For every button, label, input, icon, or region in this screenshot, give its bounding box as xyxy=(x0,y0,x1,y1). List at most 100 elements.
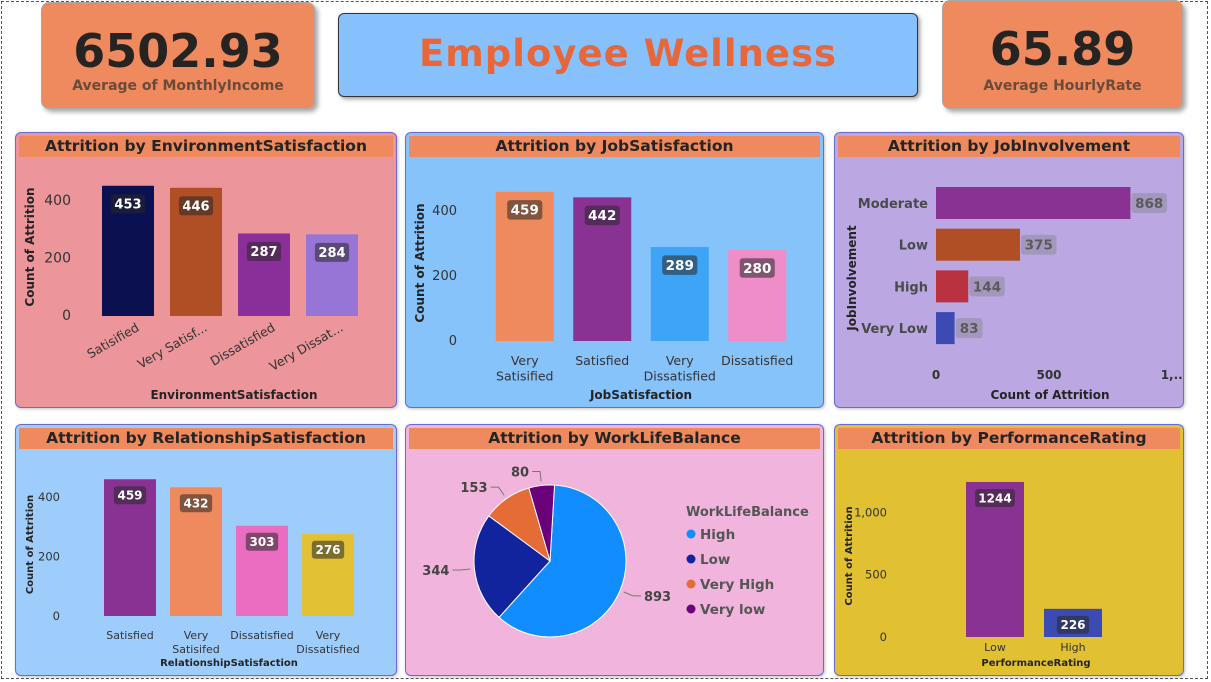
y-tick-label: 200 xyxy=(44,251,71,267)
bar xyxy=(936,270,969,303)
y-axis-label: Count of Attrition xyxy=(844,506,855,605)
y-axis-label: JobInvolvement xyxy=(845,225,859,332)
x-tick-label: Satisfied xyxy=(575,353,629,368)
chart-panel-performance-rating[interactable]: Attrition by PerformanceRating 0 500 1,000… xyxy=(834,424,1184,676)
dashboard-title-box: Employee Wellness xyxy=(338,13,918,97)
data-label: 289 xyxy=(666,258,694,274)
chart-panel-job-involvement[interactable]: Attrition by JobInvolvement Moderate 868 L… xyxy=(834,132,1184,408)
data-label: 893 xyxy=(644,590,671,605)
x-tick-label: Very xyxy=(666,353,694,368)
data-label-bg xyxy=(1021,234,1057,255)
legend-entry: High xyxy=(700,527,735,543)
data-label-bg xyxy=(311,540,345,559)
kpi-card-hourly-rate[interactable]: 65.89 Average HourlyRate xyxy=(942,0,1183,109)
data-label: 459 xyxy=(511,203,539,219)
x-axis-label: EnvironmentSatisfaction xyxy=(150,388,317,402)
data-label: 287 xyxy=(250,245,277,260)
y-tick-label: Moderate xyxy=(858,197,928,212)
y-tick-label: 400 xyxy=(432,204,457,219)
bar xyxy=(936,228,1020,261)
pie-leader-line xyxy=(623,591,641,597)
x-tick-label: Dissatisfied xyxy=(644,369,716,384)
chart-panel-environment-satisfaction[interactable]: Attrition by EnvironmentSatisfaction 0 20… xyxy=(15,132,397,408)
data-label: 80 xyxy=(511,466,529,481)
data-label-bg xyxy=(113,486,147,505)
y-tick-label: 500 xyxy=(865,568,887,582)
data-label: 1244 xyxy=(978,491,1011,505)
x-tick-label: Very xyxy=(184,629,209,642)
data-label-bg xyxy=(1131,193,1167,213)
y-tick-label: 0 xyxy=(880,630,887,644)
pie-leader-line xyxy=(452,568,471,571)
data-label-bg xyxy=(314,242,350,262)
chart-title: Attrition by JobSatisfaction xyxy=(409,136,820,157)
kpi-label: Average of MonthlyIncome xyxy=(72,78,284,94)
data-label-bg xyxy=(1056,615,1090,634)
pie-leader-line xyxy=(490,486,505,496)
chart-title: Attrition by EnvironmentSatisfaction xyxy=(19,136,393,157)
data-label-bg xyxy=(739,258,775,278)
kpi-value: 6502.93 xyxy=(73,24,283,78)
chart-job-involvement: Moderate 868 Low 375 High 144 Very Low 83 0 500 1,… xyxy=(845,187,1183,402)
data-label: 453 xyxy=(114,197,141,212)
data-label: 144 xyxy=(973,279,1001,295)
x-tick-label: Very Dissat... xyxy=(267,320,346,374)
x-tick-label: Very Satisf... xyxy=(135,320,210,372)
bar xyxy=(936,312,955,345)
data-label: 276 xyxy=(315,543,340,557)
data-label: 446 xyxy=(182,199,209,214)
data-label-bg xyxy=(662,255,698,275)
chart-title: Attrition by JobInvolvement xyxy=(838,136,1180,157)
y-axis-label: Count of Attrition xyxy=(413,203,427,322)
data-label: 83 xyxy=(960,321,979,337)
chart-title: Attrition by RelationshipSatisfaction xyxy=(19,428,393,449)
y-axis-label: Count of Attrition xyxy=(25,495,36,594)
kpi-label: Average HourlyRate xyxy=(983,78,1142,94)
y-tick-label: 200 xyxy=(432,269,457,284)
data-label-bg xyxy=(110,194,146,214)
x-tick-label: Satisfied xyxy=(106,629,154,642)
data-label: 344 xyxy=(422,564,449,579)
data-label-bg xyxy=(179,494,213,513)
chart-panel-work-life-balance[interactable]: Attrition by WorkLifeBalance 893 344 153 80… xyxy=(405,424,824,676)
y-tick-label: 0 xyxy=(53,609,60,623)
chart-title: Attrition by PerformanceRating xyxy=(838,428,1180,449)
data-label: 868 xyxy=(1135,196,1163,212)
x-tick-label: 0 xyxy=(932,368,940,382)
legend-entry: Very High xyxy=(700,577,774,593)
pie-slice xyxy=(473,515,551,619)
x-tick-label: Satisifed xyxy=(172,643,220,656)
legend-marker xyxy=(686,554,696,564)
x-tick-label: Dissatisfied xyxy=(230,629,294,642)
data-label: 226 xyxy=(1060,618,1085,632)
x-axis-label: PerformanceRating xyxy=(981,658,1090,669)
chart-panel-relationship-satisfaction[interactable]: Attrition by RelationshipSatisfaction 0 2… xyxy=(15,424,397,676)
x-tick-label: Low xyxy=(984,641,1006,654)
data-label: 284 xyxy=(318,246,345,261)
legend-marker xyxy=(686,604,696,614)
kpi-card-monthly-income[interactable]: 6502.93 Average of MonthlyIncome xyxy=(41,2,315,109)
data-label-bg xyxy=(969,276,1005,297)
legend-marker xyxy=(686,579,696,589)
bar xyxy=(966,481,1024,637)
legend-entry: Low xyxy=(700,552,730,568)
data-label-bg xyxy=(178,196,214,216)
x-axis-label: Count of Attrition xyxy=(990,388,1109,402)
y-axis-label: Count of Attrition xyxy=(23,187,37,306)
x-tick-label: Very xyxy=(511,353,539,368)
data-label: 303 xyxy=(249,535,274,549)
x-tick-label: Satisified xyxy=(84,320,141,362)
pie-leader-line xyxy=(532,471,542,482)
chart-panel-job-satisfaction[interactable]: Attrition by JobSatisfaction 0 200 400 Coun… xyxy=(405,132,824,408)
y-tick-label: 400 xyxy=(44,193,71,209)
chart-title: Attrition by WorkLifeBalance xyxy=(409,428,820,449)
x-tick-label: Satisified xyxy=(496,369,553,384)
y-tick-label: Low xyxy=(899,239,928,254)
legend-entry: Very low xyxy=(700,602,765,618)
y-tick-label: 200 xyxy=(38,549,60,563)
data-label-bg xyxy=(975,488,1015,507)
data-label-bg xyxy=(507,200,543,220)
